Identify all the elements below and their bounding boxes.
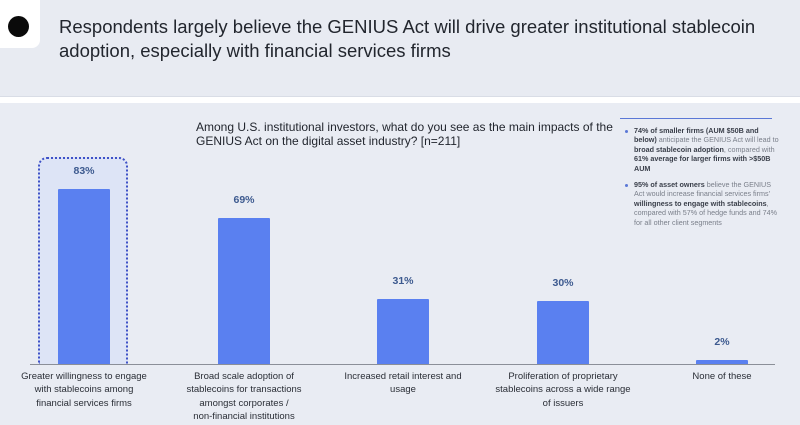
- bar: [537, 300, 589, 364]
- category-label-line: financial services firms: [36, 397, 132, 409]
- category-label: Greater willingness to engage with stable…: [9, 370, 159, 410]
- bar: [696, 359, 748, 364]
- note-emphasis: 61% average for larger firms with >$50B …: [634, 154, 771, 173]
- note-text: , compared with: [723, 144, 775, 154]
- bar-value-label: 2%: [714, 335, 730, 348]
- category-label-line: with stablecoins among: [34, 384, 134, 396]
- note-item: 95% of asset owners believe the GENIUS A…: [622, 180, 780, 227]
- key-findings-notes: 74% of smaller firms (AUM $50B and below…: [622, 126, 780, 234]
- note-item: 74% of smaller firms (AUM $50B and below…: [622, 126, 780, 173]
- category-label-line: None of these: [692, 371, 752, 382]
- note-text: believe the GENIUS Act would increase fi…: [634, 180, 772, 199]
- bar: [218, 218, 270, 364]
- separator: [0, 97, 800, 103]
- bar-value-label: 69%: [233, 194, 255, 207]
- category-label: Proliferation of proprietary stablecoins …: [488, 370, 638, 410]
- chart-area: [0, 103, 800, 425]
- header-band: Respondents largely believe the GENIUS A…: [0, 0, 800, 97]
- note-emphasis: 74% of smaller firms (AUM $50B and below…: [634, 126, 759, 145]
- note-emphasis: 95% of asset owners: [634, 180, 705, 190]
- category-label-line: Broad scale adoption of: [194, 371, 294, 382]
- black-circle-icon: [8, 16, 29, 37]
- notes-divider: [620, 118, 772, 119]
- category-label-line: stablecoins across a wide range: [495, 384, 631, 396]
- note-text: , compared with 57% of hedge funds and 7…: [634, 198, 778, 227]
- bar-value-label: 30%: [552, 276, 574, 289]
- x-axis-baseline: [30, 364, 775, 365]
- header-panel: [40, 4, 800, 96]
- bar-value-label: 31%: [392, 274, 414, 287]
- note-emphasis: broad stablecoin adoption: [634, 144, 724, 154]
- page-title: Respondents largely believe the GENIUS A…: [59, 16, 756, 61]
- header-tab-notch: [0, 0, 40, 48]
- category-label-line: Increased retail interest and: [344, 371, 462, 382]
- category-label-line: amongst corporates /: [199, 397, 289, 409]
- category-label-line: Greater willingness to engage: [21, 371, 147, 382]
- bar-value-label: 83%: [73, 164, 95, 177]
- note-emphasis: willingness to engage with stablecoins: [634, 198, 767, 208]
- bar: [377, 298, 429, 364]
- category-label-line: non-financial institutions: [193, 411, 295, 423]
- category-label-line: of issuers: [542, 397, 584, 409]
- bar: [58, 188, 110, 364]
- category-label: Increased retail interest and usage: [328, 370, 478, 397]
- chart-question: Among U.S. institutional investors, what…: [196, 120, 613, 148]
- category-label-line: Proliferation of proprietary: [508, 371, 618, 382]
- category-label-line: usage: [390, 384, 416, 396]
- category-label: Broad scale adoption of stablecoins for t…: [169, 370, 319, 424]
- category-label: None of these: [647, 370, 797, 383]
- category-label-line: stablecoins for transactions: [186, 384, 302, 396]
- note-text: anticipate the GENIUS Act will lead to: [656, 135, 779, 145]
